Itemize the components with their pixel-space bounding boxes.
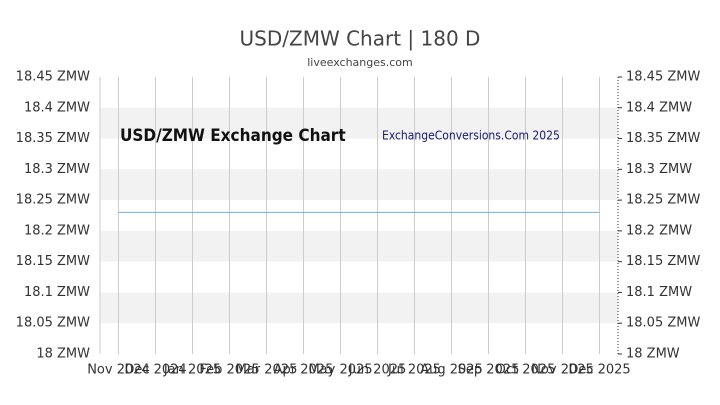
- annotation: ExchangeConversions.Com 2025: [382, 129, 560, 143]
- y-tick-label: 18.45 ZMW: [16, 70, 90, 85]
- x-tick-label: Mar 2025: [236, 363, 298, 378]
- y-tick-label: 18.35 ZMW: [16, 131, 90, 146]
- grid-band: [100, 230, 618, 262]
- chart-subtitle: liveexchanges.com: [307, 56, 412, 69]
- x-tick-label: Dec 2025: [568, 363, 630, 378]
- y2-tick-label: 18.15 ZMW: [626, 254, 700, 269]
- grid-band: [100, 107, 618, 139]
- annotation: USD/ZMW Exchange Chart: [120, 126, 346, 146]
- x-tick-label: Nov 2024: [87, 363, 150, 378]
- y2-tick-label: 18.25 ZMW: [626, 193, 700, 208]
- x-tick-label: Oct 2025: [496, 363, 556, 378]
- y2-tick-label: 18.3 ZMW: [626, 162, 692, 177]
- y2-tick-label: 18.4 ZMW: [626, 100, 692, 115]
- chart-title: USD/ZMW Chart | 180 D: [240, 27, 481, 51]
- y2-tick-label: 18 ZMW: [626, 347, 680, 362]
- y-tick-label: 18.05 ZMW: [16, 316, 90, 331]
- x-tick-label: Aug 2025: [420, 363, 483, 378]
- y-tick-label: 18.15 ZMW: [16, 254, 90, 269]
- y2-tick-label: 18.45 ZMW: [626, 70, 700, 85]
- x-tick-label: Jul 2025: [387, 363, 441, 378]
- x-tick-label: Jan 2025: [163, 363, 221, 378]
- x-tick-label: Jun 2025: [348, 363, 407, 378]
- y-tick-label: 18.4 ZMW: [24, 100, 90, 115]
- x-tick-label: Nov 2025: [531, 363, 594, 378]
- x-tick-label: Dec 2024: [124, 363, 186, 378]
- x-tick-label: Sep 2025: [458, 363, 520, 378]
- y-tick-label: 18.2 ZMW: [24, 223, 90, 238]
- y-tick-label: 18.1 ZMW: [24, 285, 90, 300]
- x-tick-label: Apr 2025: [274, 363, 334, 378]
- y2-tick-label: 18.1 ZMW: [626, 285, 692, 300]
- grid-band: [100, 169, 618, 201]
- x-tick-label: May 2025: [308, 363, 372, 378]
- y-tick-label: 18 ZMW: [36, 347, 90, 362]
- grid-band: [100, 292, 618, 324]
- y-tick-label: 18.25 ZMW: [16, 193, 90, 208]
- y2-tick-label: 18.35 ZMW: [626, 131, 700, 146]
- y2-tick-label: 18.2 ZMW: [626, 223, 692, 238]
- x-tick-label: Feb 2025: [199, 363, 259, 378]
- y2-tick-label: 18.05 ZMW: [626, 316, 700, 331]
- y-tick-label: 18.3 ZMW: [24, 162, 90, 177]
